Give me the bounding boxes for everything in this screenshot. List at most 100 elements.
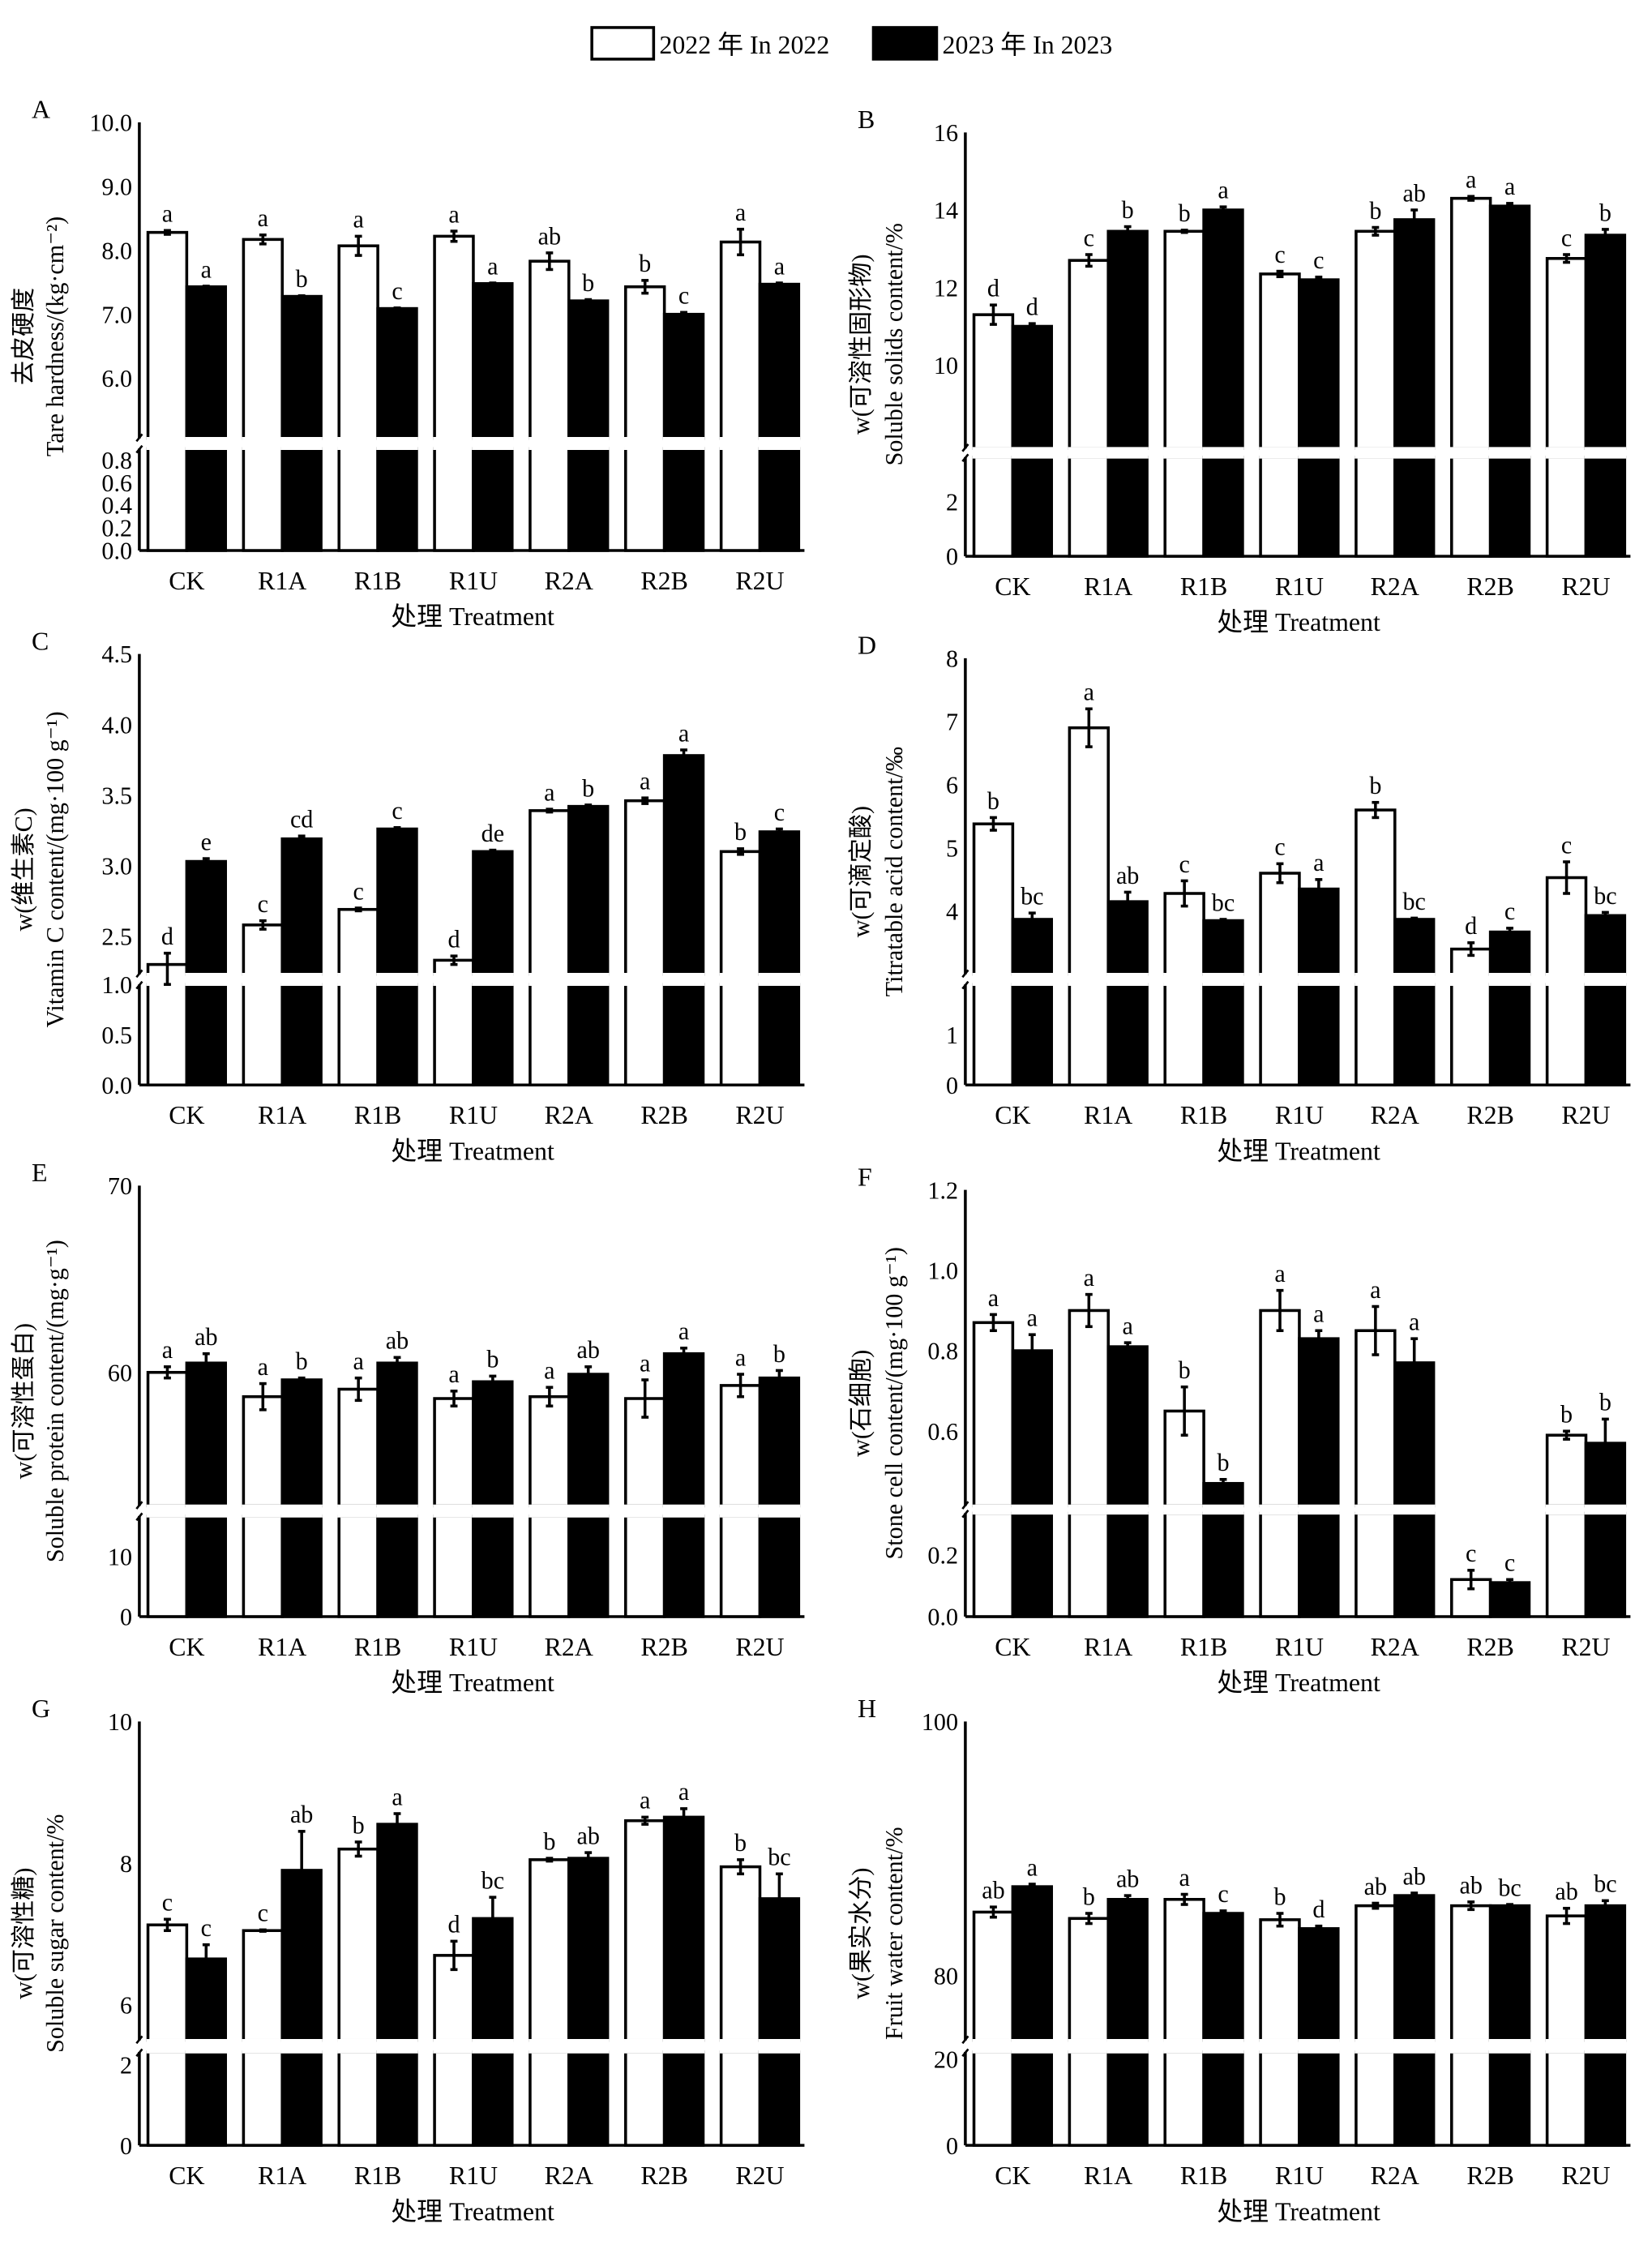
y-tick-label: 16: [934, 119, 958, 147]
bar-2023-upper: [1011, 1885, 1054, 2042]
x-tick-label: R2U: [735, 1633, 784, 1661]
significance-letter: c: [1504, 1549, 1515, 1577]
bar-2022-lower: [337, 2050, 379, 2147]
significance-letter: ab: [1402, 179, 1425, 207]
bar-2023-upper: [376, 1823, 418, 2042]
x-tick-label: R2U: [735, 1101, 784, 1129]
panel-letter: C: [32, 627, 49, 655]
bar-2022-lower: [337, 447, 379, 552]
bar-2023-lower: [1298, 983, 1340, 1087]
bar-2023-upper: [1393, 1894, 1436, 2042]
bar-2022-lower: [1068, 1511, 1111, 1618]
significance-letter: a: [640, 1787, 650, 1814]
x-tick-label: R1U: [449, 2161, 498, 2190]
x-axis-title: 处理 Treatment: [1217, 1137, 1380, 1165]
x-tick-label: CK: [995, 1633, 1030, 1661]
y-tick-label: 0.5: [101, 1022, 132, 1049]
bar-2023-upper: [1488, 930, 1531, 976]
bar-2023-lower: [1584, 2050, 1627, 2147]
significance-letter: bc: [768, 1844, 790, 1871]
bar-2022-lower: [146, 1514, 189, 1618]
y-tick-label: 0.6: [101, 469, 132, 497]
significance-letter: a: [678, 719, 689, 747]
significance-letter: b: [1083, 1883, 1095, 1910]
significance-letter: e: [201, 828, 212, 855]
significance-letter: a: [1409, 1309, 1419, 1336]
significance-letter: ab: [195, 1323, 217, 1351]
y-axis-title-en: Vitamin C content/(mg·100 g⁻¹): [41, 711, 69, 1027]
y-tick-label: 0: [946, 1072, 958, 1099]
bar-2022-upper: [146, 1923, 189, 2042]
bar-2022-lower: [1355, 983, 1397, 1087]
bar-2023-lower: [1488, 456, 1531, 558]
bar-2022-upper: [1450, 196, 1492, 450]
bar-2022-upper: [529, 259, 571, 440]
bar-2022-lower: [972, 983, 1015, 1087]
y-tick-label: 3.0: [101, 852, 132, 880]
y-tick-label: 0.2: [927, 1541, 958, 1569]
bar-2023-upper: [1106, 1898, 1149, 2042]
significance-letter: c: [392, 277, 402, 305]
bar-2022-lower: [719, 1514, 762, 1618]
significance-letter: ab: [576, 1822, 599, 1849]
y-tick-label: 20: [934, 2046, 958, 2074]
bar-2022-upper: [624, 285, 666, 440]
bar-2023-upper: [662, 1352, 705, 1508]
significance-letter: b: [1273, 1883, 1286, 1910]
significance-letter: a: [640, 768, 650, 795]
y-tick-label: 1.0: [927, 1257, 958, 1284]
bar-2023-lower: [567, 1514, 610, 1618]
significance-letter: a: [162, 1336, 173, 1364]
significance-letter: a: [258, 204, 268, 232]
significance-letter: bc: [1212, 889, 1235, 916]
bar-2022-lower: [1450, 983, 1492, 1087]
significance-letter: c: [1274, 241, 1285, 268]
significance-letter: a: [353, 206, 363, 233]
bar-2022-upper: [1163, 1898, 1205, 2042]
y-axis-title-en: Stone cell content/(mg·100 g⁻¹): [880, 1247, 908, 1559]
bar-2023-lower: [1011, 1511, 1054, 1618]
bar-2022-upper: [624, 799, 666, 976]
significance-letter: a: [1466, 166, 1476, 194]
bar-2022-lower: [1163, 2050, 1205, 2147]
x-tick-label: R1U: [1275, 1633, 1324, 1661]
significance-letter: b: [1217, 1449, 1229, 1476]
significance-letter: a: [353, 1347, 363, 1375]
bar-2022-upper: [624, 1818, 666, 2042]
bar-2022-lower: [433, 447, 475, 552]
bar-2023-lower: [1488, 983, 1531, 1087]
bar-2023-upper: [1393, 918, 1436, 976]
significance-letter: bc: [481, 1867, 504, 1895]
significance-letter: ab: [1555, 1878, 1577, 1905]
bar-2023-upper: [567, 299, 610, 440]
y-tick-label: 1.2: [927, 1176, 958, 1204]
bar-2023-upper: [376, 306, 418, 440]
legend-swatch-2023: [871, 26, 939, 61]
y-tick-label: 0.0: [101, 538, 132, 565]
panel-a: A 去皮硬度 Tare hardness/(kg·cm⁻²) 6.0 7.0 8.0 9.0…: [10, 96, 805, 631]
bar-2022-upper: [1068, 259, 1111, 450]
bar-2023-lower: [662, 983, 705, 1087]
bar-2023-upper: [1106, 900, 1149, 976]
significance-letter: c: [392, 797, 402, 825]
axis-break-mark: [961, 2048, 969, 2058]
significance-letter: d: [161, 923, 173, 950]
y-tick-label: 4.5: [101, 640, 132, 668]
x-tick-label: R1U: [449, 1633, 498, 1661]
bar-2023-lower: [1202, 456, 1244, 558]
significance-letter: b: [1179, 199, 1191, 227]
bar-2022-lower: [529, 447, 571, 552]
x-tick-label: R1B: [1180, 1633, 1227, 1661]
significance-letter: a: [201, 255, 212, 283]
bar-2022-upper: [1068, 1309, 1111, 1508]
significance-letter: b: [296, 265, 308, 293]
x-tick-label: CK: [169, 567, 204, 595]
x-tick-label: CK: [169, 2161, 204, 2190]
bar-2022-upper: [529, 809, 571, 976]
x-tick-label: R2B: [1466, 2161, 1513, 2190]
x-tick-label: R2A: [1371, 1633, 1419, 1661]
x-tick-label: R2A: [1371, 1101, 1419, 1129]
bar-2022-upper: [433, 1397, 475, 1508]
x-tick-label: R1A: [258, 1101, 306, 1129]
axis-break-mark: [961, 453, 969, 462]
